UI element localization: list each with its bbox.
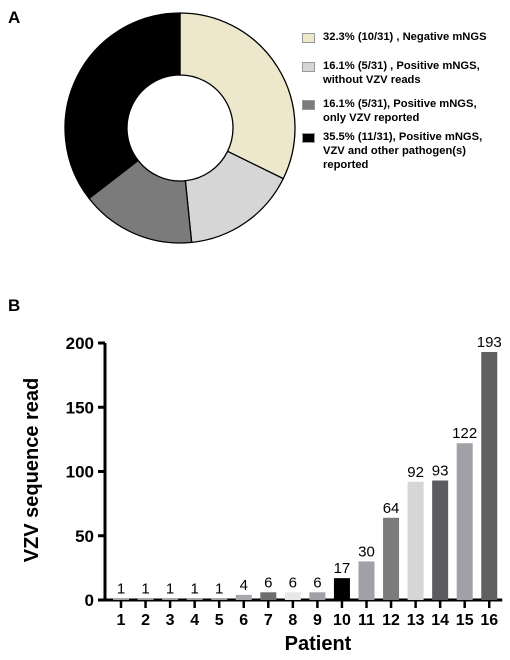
donut-slice [179, 12, 296, 180]
x-tick-label: 5 [215, 612, 224, 629]
legend-label: 32.3% (10/31) , Negative mNGS [323, 31, 487, 43]
data-label: 1 [141, 581, 149, 598]
data-label: 30 [358, 543, 375, 560]
bar [432, 480, 449, 600]
x-tick-label: 4 [190, 612, 199, 629]
x-tick-label: 16 [480, 612, 498, 629]
legend-label: 16.1% (5/31) , Positive mNGS, without VZ… [323, 60, 480, 86]
x-tick-label: 9 [313, 612, 322, 629]
bar [358, 561, 375, 600]
data-label: 6 [264, 574, 272, 591]
donut-slice [88, 159, 193, 244]
bar [333, 578, 350, 600]
y-tick-label: 200 [66, 334, 94, 353]
x-tick-label: 14 [431, 612, 449, 629]
donut-slice [64, 12, 181, 200]
x-tick-label: 6 [239, 612, 248, 629]
bar [113, 598, 129, 600]
x-tick-label: 2 [141, 612, 150, 629]
legend-item: 32.3% (10/31) , Negative mNGS [302, 30, 487, 44]
x-tick-label: 13 [407, 612, 425, 629]
data-label: 193 [477, 334, 502, 351]
data-label: 6 [289, 574, 297, 591]
panel-b-label: B [8, 296, 21, 315]
legend-swatch [302, 33, 315, 43]
x-tick-label: 12 [382, 612, 400, 629]
legend-item: 16.1% (5/31) , Positive mNGS, without VZ… [302, 59, 480, 87]
bar [235, 594, 252, 600]
x-tick-label: 1 [117, 612, 126, 629]
legend-item: 16.1% (5/31), Positive mNGS, only VZV re… [302, 97, 477, 125]
legend-label: 16.1% (5/31), Positive mNGS, only VZV re… [323, 98, 477, 124]
donut-chart [64, 12, 296, 244]
data-label: 122 [452, 425, 477, 442]
legend-item: 35.5% (11/31), Positive mNGS, VZV and ot… [302, 130, 482, 172]
data-label: 1 [117, 581, 125, 598]
x-tick-label: 15 [456, 612, 474, 629]
panel-a-label: A [8, 8, 21, 27]
x-tick-label: 7 [264, 612, 273, 629]
data-label: 92 [407, 464, 424, 481]
data-label: 1 [166, 581, 174, 598]
bar [284, 592, 301, 600]
x-axis-title: Patient [285, 633, 352, 655]
bar [162, 598, 179, 600]
data-label: 17 [334, 560, 351, 577]
y-tick-label: 150 [66, 398, 94, 417]
y-tick-label: 100 [66, 463, 94, 482]
y-tick-label: 50 [75, 527, 94, 546]
donut-slice [184, 150, 285, 244]
data-label: 1 [190, 581, 198, 598]
data-label: 4 [240, 577, 248, 594]
bar [137, 598, 154, 600]
legend-swatch [302, 62, 315, 72]
legend-label: 35.5% (11/31), Positive mNGS, VZV and ot… [323, 131, 483, 171]
legend-swatch [302, 133, 315, 143]
x-tick-label: 3 [166, 612, 175, 629]
data-label: 1 [215, 581, 223, 598]
x-tick-label: 11 [358, 612, 375, 629]
bar [309, 592, 326, 600]
bar [407, 481, 424, 600]
bar [481, 351, 498, 600]
data-label: 93 [432, 462, 449, 479]
y-tick-label: 0 [85, 591, 94, 610]
bar [186, 598, 203, 600]
x-tick-label: 10 [333, 612, 351, 629]
y-axis-title: VZV sequence read [21, 378, 43, 563]
x-tick-label: 8 [288, 612, 297, 629]
data-label: 6 [313, 574, 321, 591]
data-label: 64 [383, 500, 400, 517]
bar [211, 598, 228, 600]
bar [383, 517, 400, 600]
legend-swatch [302, 100, 315, 110]
bar [456, 443, 473, 600]
bar [260, 592, 277, 600]
